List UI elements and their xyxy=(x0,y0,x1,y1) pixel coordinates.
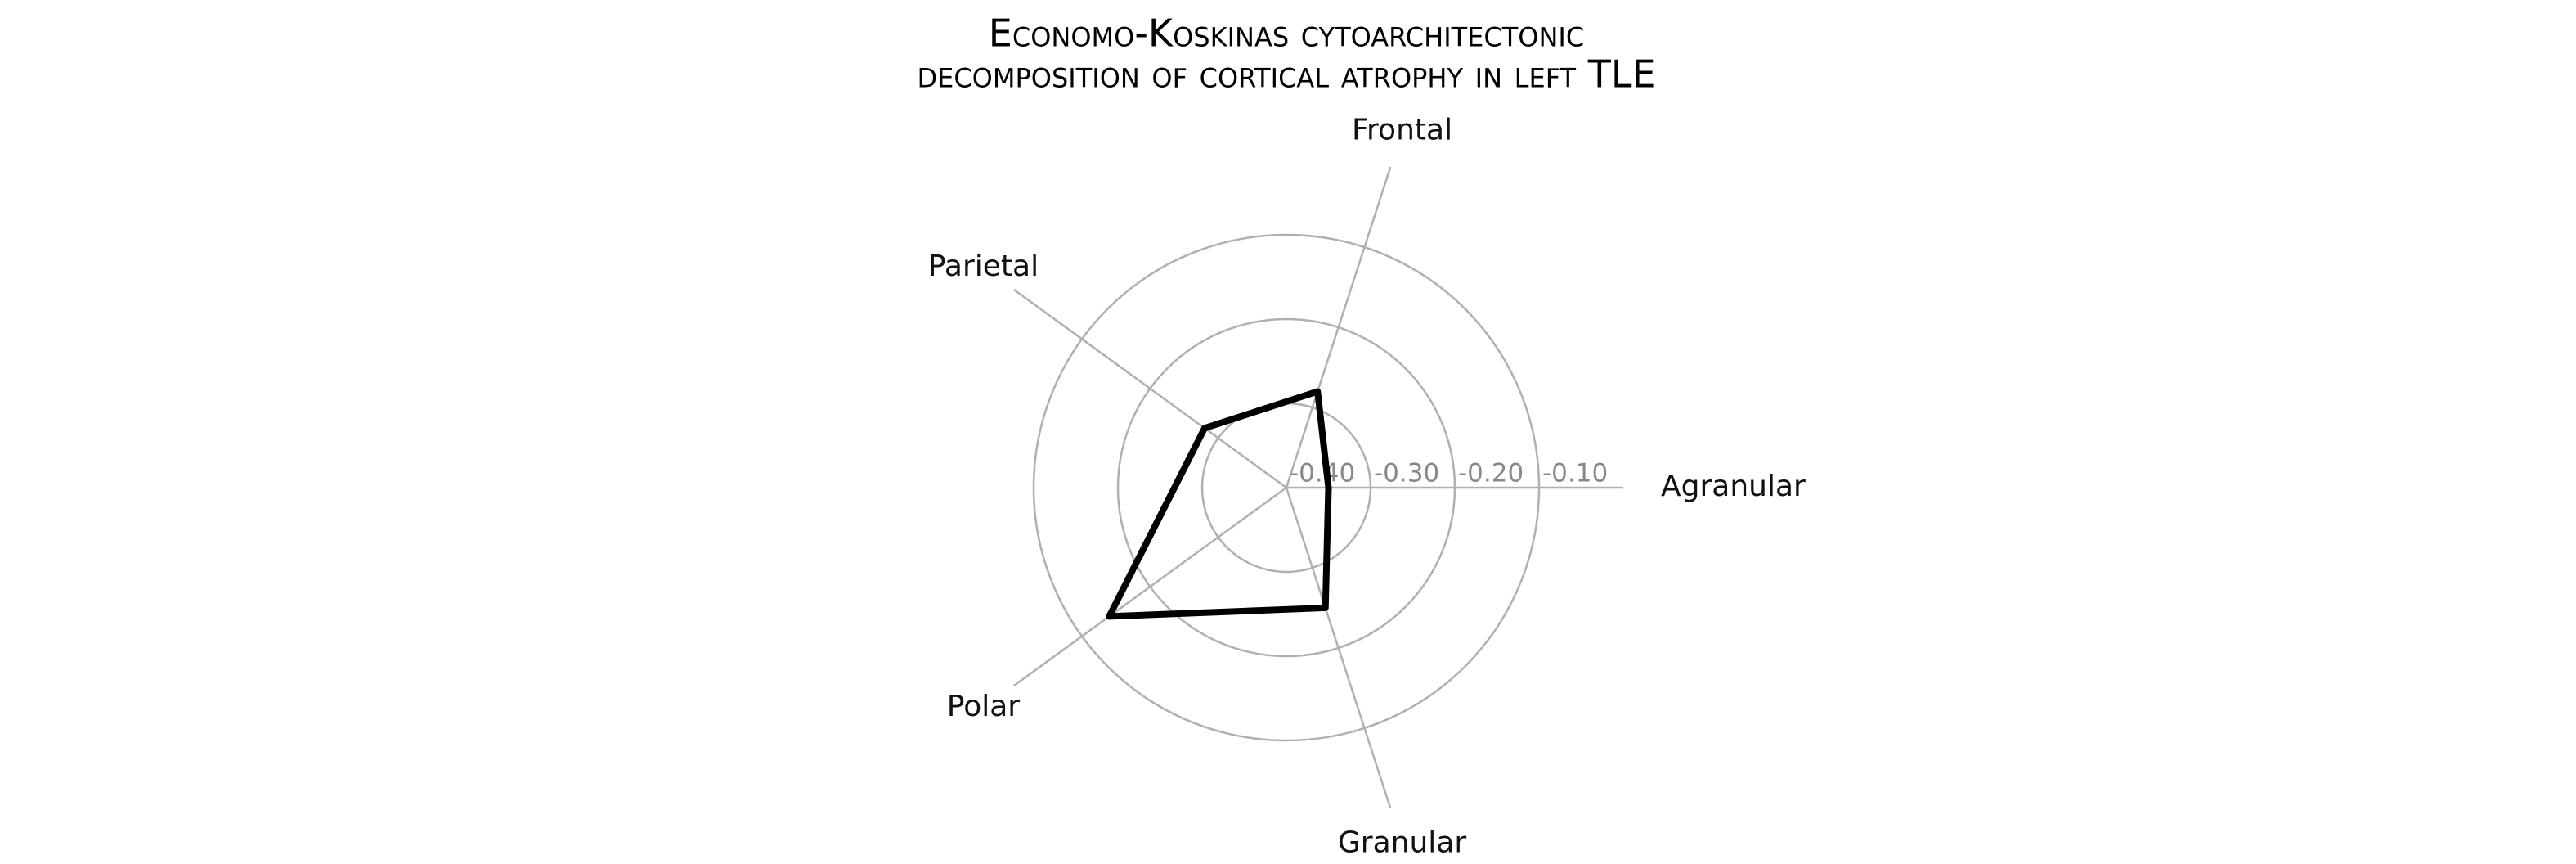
r-tick-label: -0.10 xyxy=(1542,459,1608,488)
r-tick-label: -0.40 xyxy=(1290,459,1355,488)
r-tick-label: -0.30 xyxy=(1374,459,1439,488)
spoke xyxy=(1012,288,1287,489)
category-label: Polar xyxy=(947,690,1021,723)
category-label: Frontal xyxy=(1352,113,1452,146)
chart-title: Economo-Koskinas cytoarchitectonic xyxy=(989,11,1584,56)
spoke xyxy=(1285,166,1392,488)
spoke xyxy=(1012,486,1287,687)
data-line xyxy=(1106,388,1332,620)
category-label: Granular xyxy=(1338,826,1466,860)
chart-title: decomposition of cortical atrophy in lef… xyxy=(917,52,1655,97)
category-label: Parietal xyxy=(928,250,1039,283)
spoke xyxy=(1285,487,1392,809)
category-label: Agranular xyxy=(1661,470,1806,503)
r-tick-label: -0.20 xyxy=(1458,459,1524,488)
